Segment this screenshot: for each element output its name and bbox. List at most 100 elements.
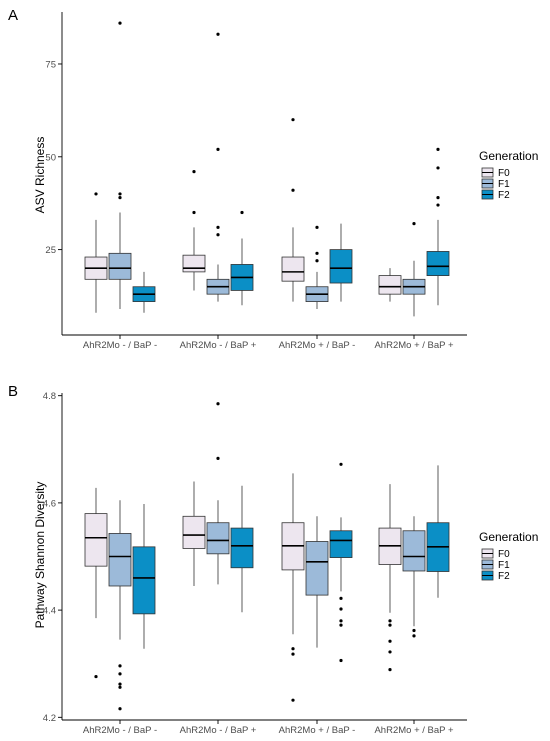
outlier-point	[436, 196, 440, 200]
panel-b-box-f0	[281, 473, 305, 702]
panel-b-plot-area: 4.2 4.4 4.6 4.8 AhR2Mo - / BaP - AhR2Mo - / B…	[43, 391, 467, 736]
box-iqr	[182, 254, 206, 273]
panel-a-legend-key-f2	[481, 189, 494, 200]
outlier-point	[315, 225, 319, 229]
outlier-point	[216, 402, 220, 406]
box-iqr	[84, 513, 108, 567]
box-iqr	[206, 522, 230, 555]
outlier-point	[339, 619, 343, 623]
box-iqr	[305, 541, 329, 596]
outlier-point	[291, 652, 295, 656]
outlier-point	[291, 118, 295, 122]
panel-b-box-f0	[182, 481, 206, 586]
panel-a-y-axis-title: ASV Richness	[33, 137, 47, 214]
panel-b-legend-label: F2	[498, 571, 510, 582]
panel-a-box-f1	[305, 225, 329, 310]
panel-a-box-f2	[230, 210, 254, 306]
outlier-point	[436, 203, 440, 207]
outlier-point	[118, 196, 122, 200]
panel-a-box-f0	[378, 268, 402, 302]
outlier-point	[216, 456, 220, 460]
panel-a-legend-key-f1	[481, 178, 494, 189]
outlier-point	[118, 672, 122, 676]
panel-b-box-f1	[402, 516, 426, 638]
panel-b-box-f2	[230, 485, 254, 613]
panel-b-box-f2	[329, 462, 353, 663]
panel-b: B Pathway Shannon Diversity 4.2 4.4 4.6 4.8…	[8, 383, 538, 736]
panel-a-box-f2	[426, 147, 450, 306]
outlier-point	[192, 170, 196, 174]
box-iqr	[108, 252, 132, 280]
panel-a-y-tick-label: 50	[45, 152, 56, 163]
panel-b-y-axis-title: Pathway Shannon Diversity	[33, 482, 47, 629]
panel-b-box-f1	[108, 500, 132, 711]
panel-b-x-tick-label: AhR2Mo + / BaP -	[279, 725, 356, 736]
outlier-point	[291, 698, 295, 702]
panel-a-legend-label: F2	[498, 190, 510, 201]
outlier-point	[216, 32, 220, 36]
outlier-point	[216, 147, 220, 151]
panel-a-legend-title: Generation	[479, 149, 538, 163]
panel-b-box-f1	[305, 516, 329, 648]
outlier-point	[412, 634, 416, 638]
panel-b-x-tick-label: AhR2Mo - / BaP +	[180, 725, 257, 736]
outlier-point	[118, 685, 122, 689]
panel-a-box-f2	[329, 223, 353, 302]
panel-b-y-tick-label: 4.6	[43, 498, 56, 509]
panel-b-box-f0	[84, 487, 108, 679]
box-iqr	[378, 275, 402, 295]
panel-a-x-tick-label: AhR2Mo + / BaP +	[374, 340, 453, 351]
panel-b-box-f2	[426, 465, 450, 598]
outlier-point	[388, 650, 392, 654]
panel-b-box-f1	[206, 402, 230, 585]
panel-a-legend-key-f0	[481, 167, 494, 178]
outlier-point	[94, 674, 98, 679]
outlier-point	[339, 607, 343, 611]
panel-b-y-tick-label: 4.4	[43, 606, 56, 617]
outlier-point	[412, 222, 416, 226]
box-iqr	[108, 533, 132, 587]
panel-a-box-f0	[182, 170, 206, 291]
outlier-point	[388, 639, 392, 643]
panel-b-box-f0	[378, 484, 402, 672]
box-iqr	[230, 527, 254, 569]
panel-b-legend-key-f2	[481, 570, 494, 581]
panel-b-x-tick-label: AhR2Mo - / BaP -	[83, 725, 157, 736]
panel-b-legend-label: F1	[498, 560, 510, 571]
panel-b-x-tick-label: AhR2Mo + / BaP +	[374, 725, 453, 736]
box-iqr	[402, 530, 426, 572]
outlier-point	[339, 596, 343, 600]
outlier-point	[388, 623, 392, 627]
panel-b-legend-title: Generation	[479, 530, 538, 544]
outlier-point	[192, 210, 196, 215]
panel-a-box-f1	[402, 222, 426, 317]
panel-a-box-f1	[108, 21, 132, 310]
panel-b-legend-key-f1	[481, 559, 494, 570]
panel-a-y-tick-label: 75	[45, 59, 56, 70]
box-iqr	[182, 515, 206, 549]
outlier-point	[118, 192, 122, 196]
box-iqr	[426, 251, 450, 276]
panel-a-x-tick-label: AhR2Mo + / BaP -	[279, 340, 356, 351]
panel-b-label: B	[8, 383, 18, 400]
box-iqr	[329, 249, 353, 284]
outlier-point	[118, 21, 122, 25]
outlier-point	[388, 668, 392, 672]
panel-a-y-tick-label: 25	[45, 245, 56, 256]
outlier-point	[216, 225, 220, 229]
outlier-point	[118, 707, 122, 711]
box-iqr	[329, 530, 353, 558]
panel-a-box-f0	[281, 118, 305, 302]
box-iqr	[281, 256, 305, 282]
panel-a-legend-label: F0	[498, 168, 510, 179]
outlier-point	[339, 658, 343, 663]
panel-b-y-tick-label: 4.8	[43, 391, 56, 402]
outlier-point	[240, 210, 244, 215]
panel-a-x-tick-label: AhR2Mo - / BaP -	[83, 340, 157, 351]
outlier-point	[118, 664, 122, 668]
outlier-point	[412, 628, 416, 633]
outlier-point	[339, 623, 343, 627]
